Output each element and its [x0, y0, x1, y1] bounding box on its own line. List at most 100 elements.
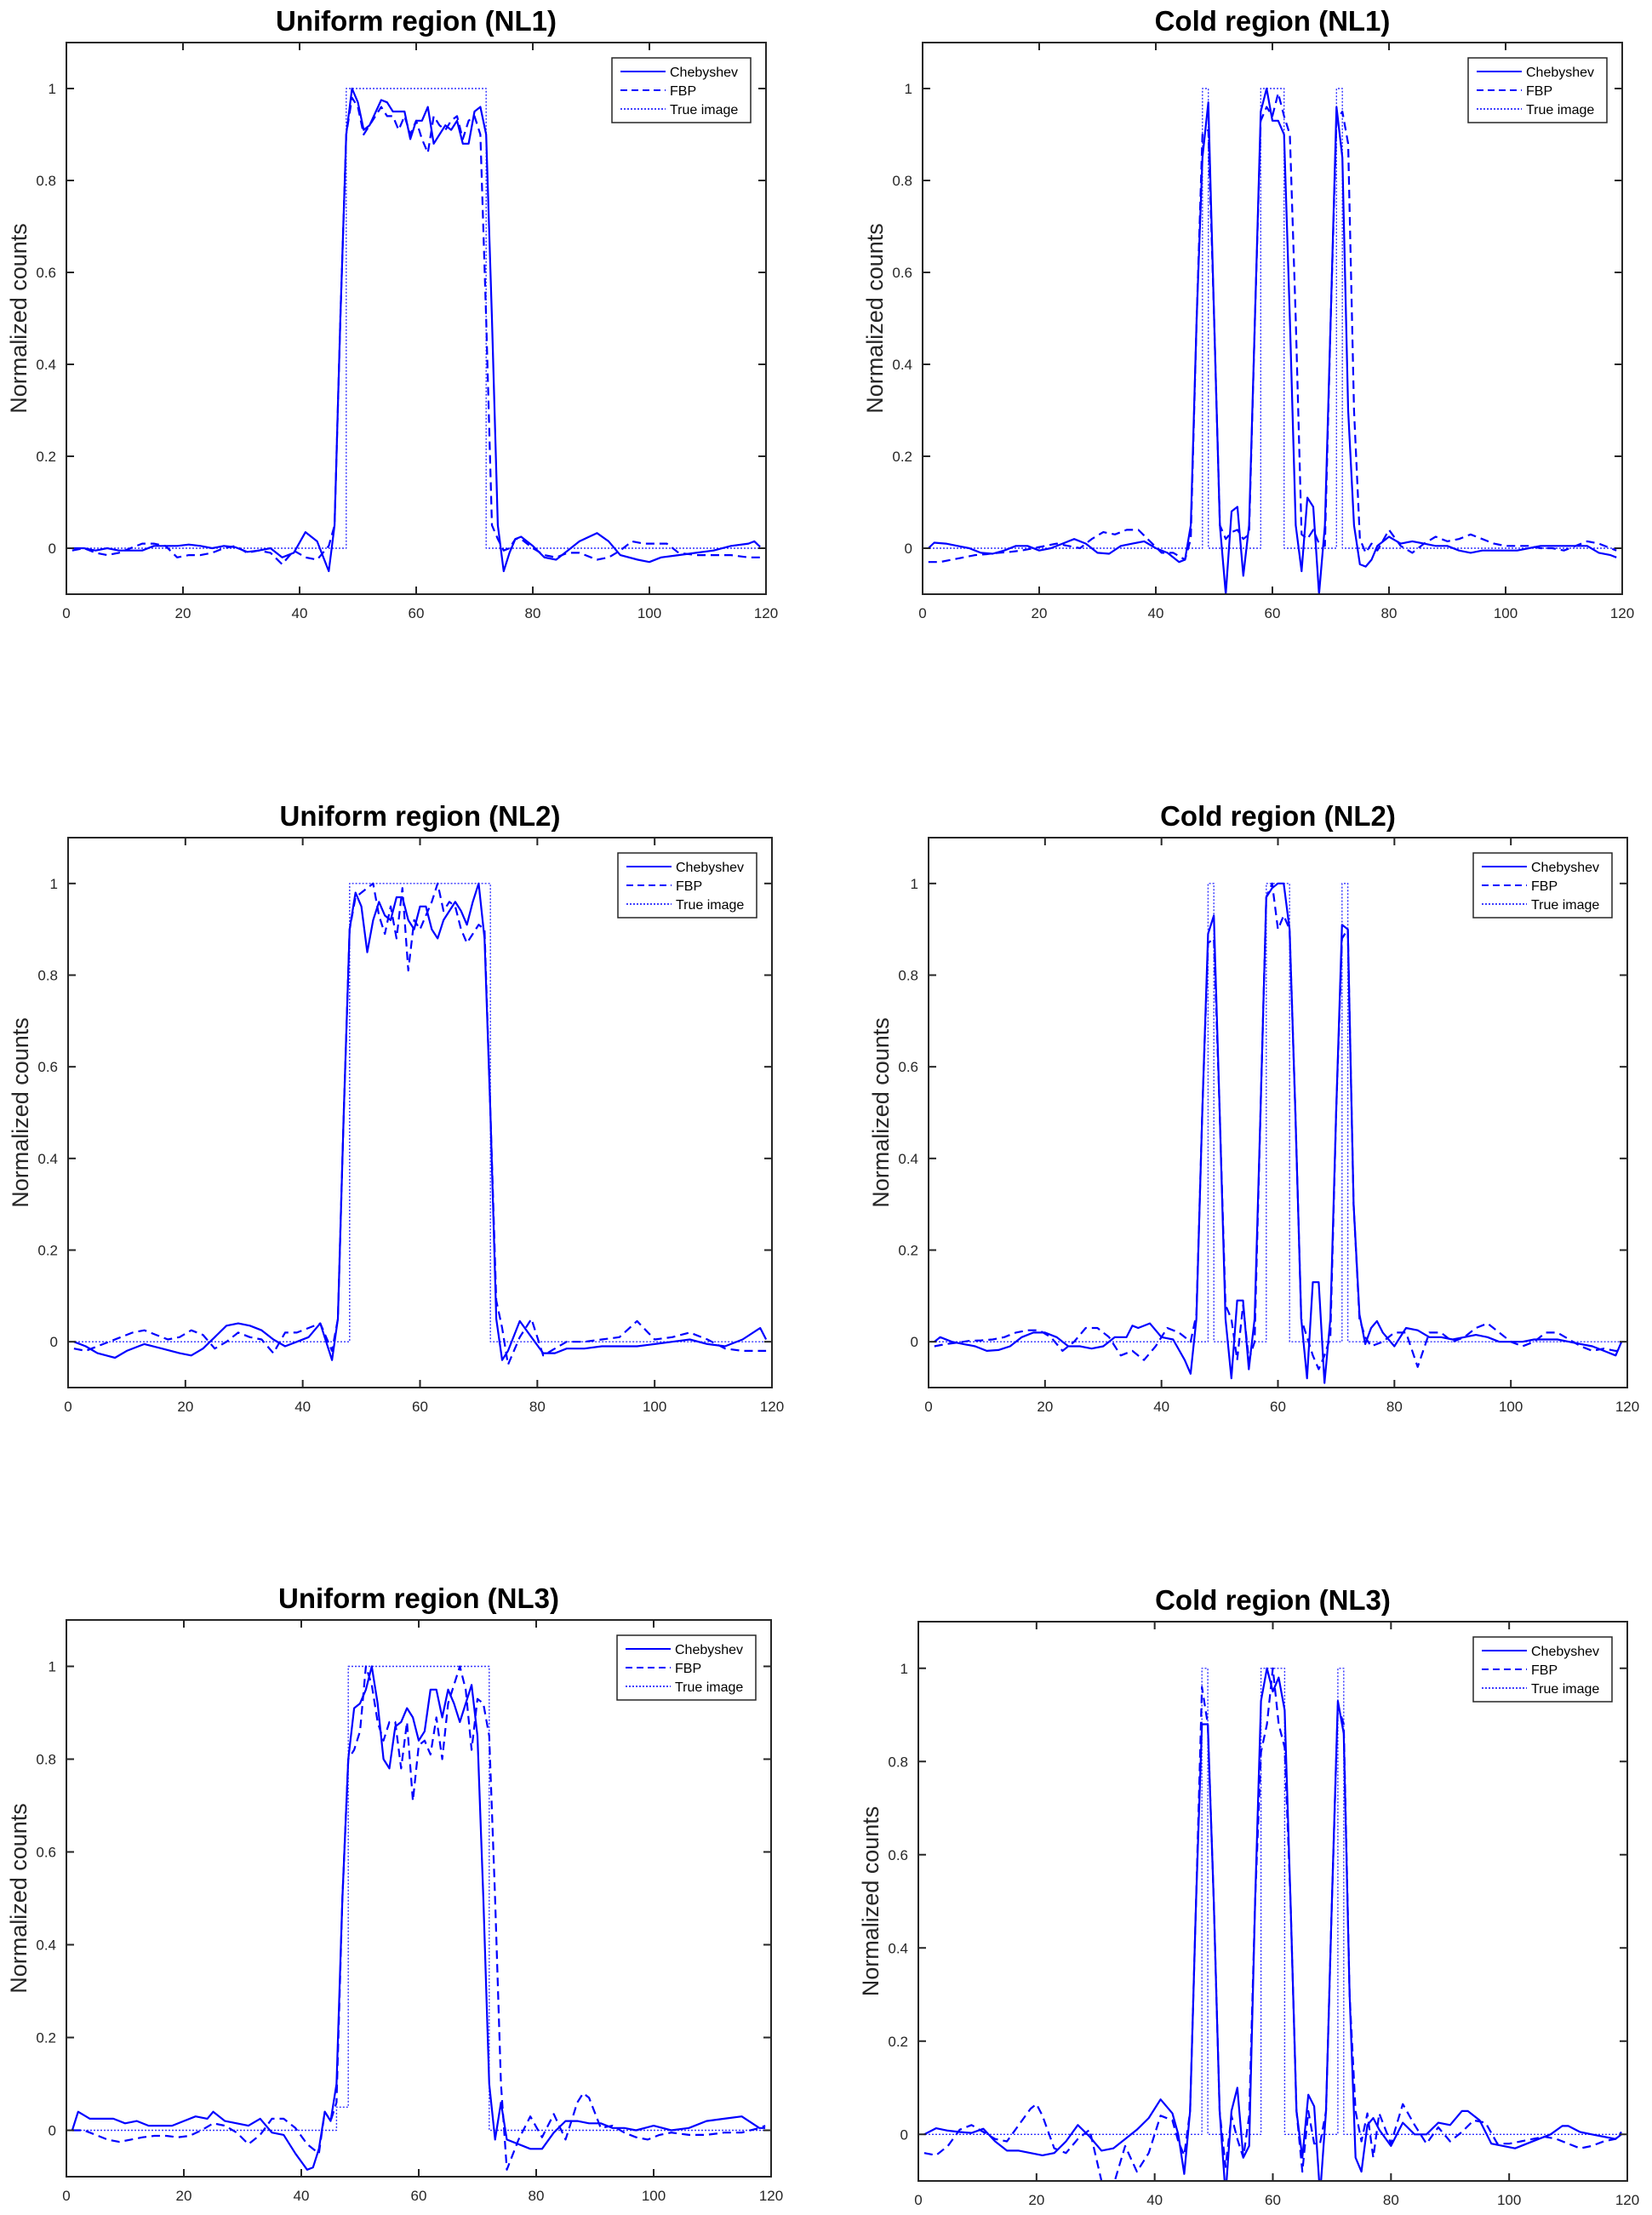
legend-label: Chebyshev	[1531, 861, 1599, 875]
axes-box	[928, 837, 1628, 1388]
x-tick-label: 80	[529, 1399, 546, 1415]
y-tick-label: 0.6	[888, 1847, 908, 1863]
x-tick-label: 80	[529, 2188, 545, 2204]
x-tick-label: 100	[1494, 605, 1518, 621]
legend-label: FBP	[1526, 84, 1552, 99]
y-tick-label: 0.2	[898, 1243, 918, 1259]
x-tick-label: 60	[411, 2188, 427, 2204]
x-tick-label: 120	[1615, 1399, 1639, 1415]
y-axis-label: Normalized counts	[6, 1803, 31, 1994]
legend: Chebyshev FBP True image	[617, 852, 757, 919]
y-tick-label: 1	[911, 876, 918, 892]
series-fbp	[71, 96, 761, 566]
legend-label: Chebyshev	[1526, 66, 1594, 80]
y-tick-label: 1	[900, 1661, 908, 1677]
axes-box	[917, 1621, 1628, 2182]
x-tick-label: 0	[918, 605, 926, 621]
legend-label: True image	[1531, 1682, 1599, 1697]
y-tick-label: 0	[911, 1334, 918, 1350]
legend-label: True image	[1526, 103, 1594, 117]
x-tick-label: 0	[64, 1399, 71, 1415]
x-tick-label: 40	[1153, 1399, 1169, 1415]
y-tick-label: 0.8	[36, 173, 56, 189]
series-chebyshev	[923, 1667, 1622, 2181]
series-fbp	[923, 1667, 1622, 2181]
x-tick-label: 100	[642, 2188, 666, 2204]
y-tick-label: 0.2	[888, 2034, 908, 2050]
legend-label: FBP	[1531, 879, 1558, 894]
y-tick-label: 0.4	[36, 1937, 56, 1954]
series-chebyshev	[928, 87, 1617, 594]
y-axis-label: Normalized counts	[8, 1017, 33, 1208]
x-tick-label: 0	[914, 2192, 922, 2208]
series-true-image	[66, 1665, 771, 2132]
y-tick-label: 0.2	[37, 1243, 58, 1259]
legend: Chebyshev FBP True image	[1472, 1636, 1613, 1703]
y-tick-label: 0.8	[892, 173, 912, 189]
chart-title: Uniform region (NL1)	[276, 5, 557, 37]
x-tick-label: 80	[525, 605, 541, 621]
x-tick-label: 100	[1497, 2192, 1521, 2208]
x-tick-label: 120	[754, 605, 778, 621]
x-tick-label: 40	[1148, 605, 1164, 621]
legend-label: Chebyshev	[676, 861, 744, 875]
series-fbp	[71, 1665, 766, 2171]
legend: Chebyshev FBP True image	[611, 57, 752, 123]
y-tick-label: 0	[900, 2126, 908, 2143]
x-tick-label: 20	[177, 1399, 193, 1415]
series-fbp	[928, 92, 1617, 564]
legend-label: Chebyshev	[1531, 1645, 1599, 1659]
series-chebyshev	[934, 882, 1623, 1384]
y-tick-label: 1	[49, 81, 56, 97]
chart-title: Uniform region (NL3)	[278, 1583, 559, 1614]
x-tick-label: 60	[1270, 1399, 1286, 1415]
legend-label: FBP	[675, 1662, 701, 1676]
series-true-image	[918, 1668, 1627, 2136]
y-tick-label: 0.8	[37, 968, 58, 984]
legend-label: FBP	[676, 879, 702, 894]
x-tick-label: 60	[1265, 605, 1281, 621]
x-tick-label: 20	[175, 605, 191, 621]
y-tick-label: 0.4	[36, 357, 56, 373]
x-tick-label: 20	[1028, 2192, 1044, 2208]
x-tick-label: 20	[1037, 1399, 1053, 1415]
legend: Chebyshev FBP True image	[1467, 57, 1608, 123]
axes-box	[922, 42, 1623, 595]
legend: Chebyshev FBP True image	[616, 1634, 757, 1701]
y-axis-label: Normalized counts	[862, 223, 888, 414]
series-true-image	[68, 883, 772, 1342]
legend-label: Chebyshev	[675, 1643, 743, 1657]
legend-label: True image	[676, 898, 744, 913]
y-tick-label: 1	[49, 1659, 56, 1675]
x-tick-label: 100	[1499, 1399, 1523, 1415]
y-axis-label: Normalized counts	[858, 1806, 883, 1997]
x-tick-label: 60	[1265, 2192, 1281, 2208]
legend-label: Chebyshev	[670, 66, 738, 80]
y-axis-label: Normalized counts	[868, 1017, 894, 1208]
y-tick-label: 0.2	[892, 449, 912, 465]
x-tick-label: 40	[294, 2188, 310, 2204]
x-tick-label: 120	[1615, 2192, 1639, 2208]
y-tick-label: 0	[905, 541, 912, 557]
series-true-image	[929, 883, 1627, 1342]
legend-label: FBP	[1531, 1663, 1558, 1678]
x-tick-label: 0	[62, 2188, 70, 2204]
y-tick-label: 0.6	[37, 1059, 58, 1075]
y-tick-label: 0.8	[36, 1752, 56, 1768]
series-fbp	[73, 882, 767, 1366]
series-chebyshev	[73, 882, 768, 1361]
y-tick-label: 0.6	[36, 265, 56, 281]
y-tick-label: 0.4	[898, 1151, 918, 1167]
y-tick-label: 0.4	[892, 357, 912, 373]
x-tick-label: 20	[176, 2188, 192, 2204]
series-chebyshev	[71, 1665, 766, 2171]
series-true-image	[66, 88, 766, 549]
chart-title: Cold region (NL1)	[1155, 5, 1391, 37]
x-tick-label: 40	[294, 1399, 311, 1415]
chart-title: Cold region (NL2)	[1160, 800, 1396, 832]
y-axis-label: Normalized counts	[6, 223, 31, 414]
y-tick-label: 0	[50, 1334, 58, 1350]
